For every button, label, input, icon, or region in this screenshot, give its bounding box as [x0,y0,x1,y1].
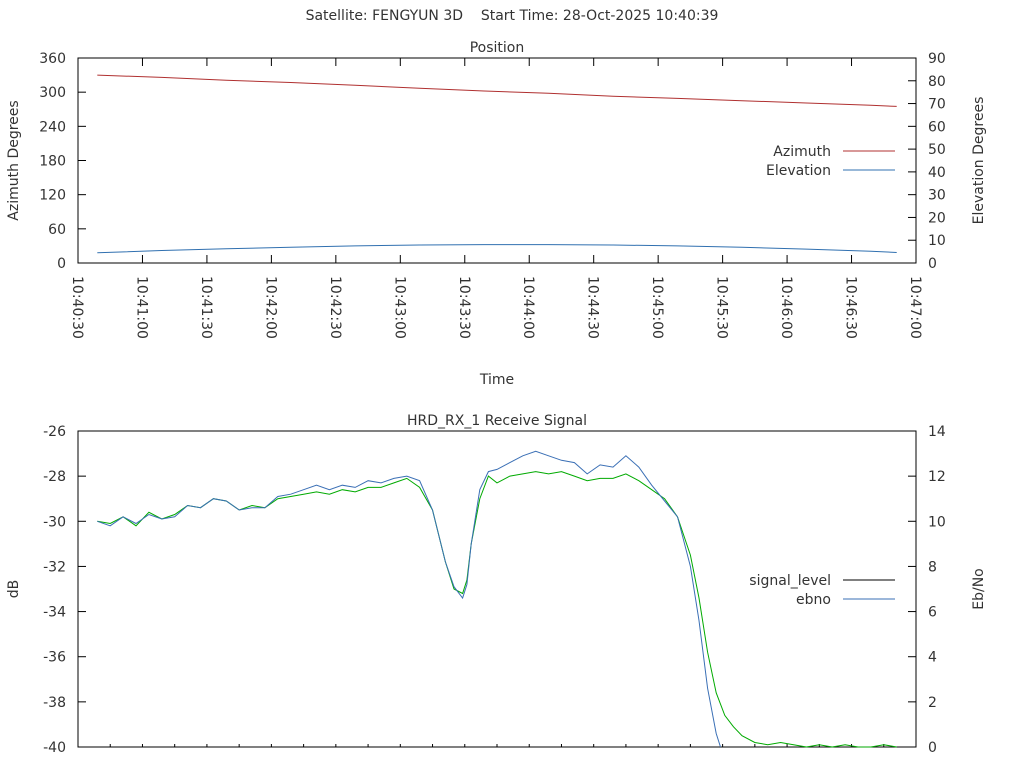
legend-label: ebno [796,592,831,608]
y2-tick-label: 0 [928,256,937,272]
y-tick-label: -28 [43,469,66,485]
legend-label: Azimuth [773,144,831,160]
x-tick-label: 10:43:30 [456,276,472,339]
x-tick-label: 10:43:00 [391,276,407,339]
y2-tick-label: 30 [928,188,946,204]
y-tick-label: -36 [43,650,66,666]
x-tick-label: 10:45:00 [649,276,665,339]
y-tick-label: -30 [43,514,66,530]
y2-tick-label: 0 [928,740,937,756]
x-tick-label: 10:42:00 [262,276,278,339]
x-tick-label: 10:46:00 [778,276,794,339]
y2-tick-label: 10 [928,233,946,249]
y-tick-label: -26 [43,424,66,440]
y2-tick-label: 70 [928,97,946,113]
series-line-azimuth [97,74,897,107]
y2-tick-label: 20 [928,210,946,226]
figure-title: Satellite: FENGYUN 3D Start Time: 28-Oct… [305,8,719,24]
y2-tick-label: 14 [928,424,946,440]
x-tick-label: 10:45:30 [714,276,730,339]
y2-tick-label: 80 [928,74,946,90]
y2-tick-label: 40 [928,165,946,181]
y-axis-label: Azimuth Degrees [6,100,22,220]
y-tick-label: 300 [39,85,66,101]
y2-tick-label: 10 [928,514,946,530]
y-tick-label: 120 [39,188,66,204]
y-tick-label: -32 [43,559,66,575]
y2-axis-label: Eb/No [971,568,987,610]
series-line-elevation [97,244,897,254]
y-tick-label: 360 [39,51,66,67]
y2-tick-label: 50 [928,142,946,158]
y2-tick-label: 8 [928,559,937,575]
y2-tick-label: 90 [928,51,946,67]
x-axis-label: Time [479,372,514,388]
y2-tick-label: 6 [928,605,937,621]
legend-label: signal_level [749,573,831,589]
x-tick-label: 10:41:30 [198,276,214,339]
y-tick-label: -40 [43,740,66,756]
plot-title: HRD_RX_1 Receive Signal [407,413,587,429]
plot-title: Position [470,40,525,56]
position-plot: Position 0 60 120 180 240 300 360 0 10 20 30 40 50 60 7… [6,40,987,388]
y-tick-label: 0 [57,256,66,272]
legend-label: Elevation [766,163,831,179]
y2-tick-label: 12 [928,469,946,485]
y-tick-label: 240 [39,119,66,135]
series-line-ebno [97,450,721,748]
plot-frame [77,430,917,748]
x-tick-label: 10:46:30 [843,276,859,339]
y-tick-label: -38 [43,695,66,711]
y2-axis-label: Elevation Degrees [971,97,987,225]
plot-frame [77,57,917,264]
y2-tick-label: 60 [928,119,946,135]
series-line-signal-level [97,471,897,748]
receive-signal-plot: HRD_RX_1 Receive Signal -40 -38 -36 -34 -32 -3… [6,413,987,756]
y-tick-label: -34 [43,605,66,621]
x-tick-label: 10:40:30 [69,276,85,339]
y-tick-label: 180 [39,154,66,170]
x-tick-label: 10:47:00 [907,276,923,339]
x-tick-label: 10:44:00 [520,276,536,339]
y2-tick-label: 2 [928,695,937,711]
y-axis-label: dB [6,580,22,599]
x-tick-label: 10:44:30 [585,276,601,339]
y-tick-label: 60 [48,222,66,238]
y2-tick-label: 4 [928,650,937,666]
x-tick-label: 10:41:00 [133,276,149,339]
x-tick-label: 10:42:30 [327,276,343,339]
